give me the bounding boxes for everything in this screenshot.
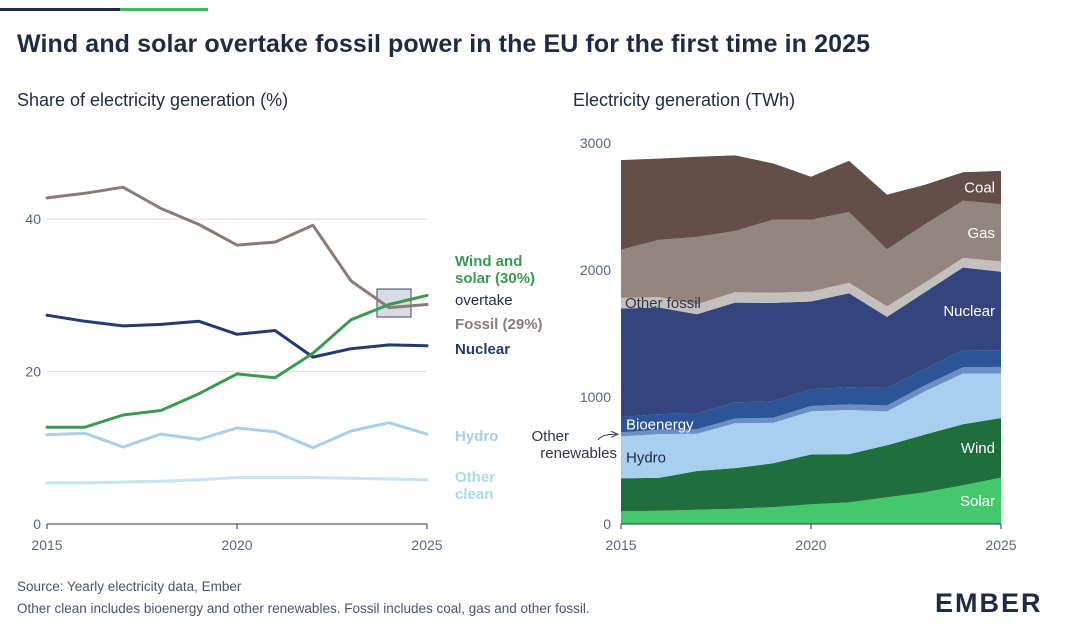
y-tick-label: 0 xyxy=(33,516,41,532)
y-tick-label: 20 xyxy=(25,364,41,380)
label-solar: Solar xyxy=(960,493,995,510)
label-hydro: Hydro xyxy=(455,428,498,445)
label-coal: Coal xyxy=(964,180,995,197)
area-other-fossil xyxy=(621,257,1001,317)
ember-logo: EMBER xyxy=(935,588,1043,618)
source-note: Source: Yearly electricity data, Ember xyxy=(17,579,242,594)
accent-dark xyxy=(0,8,120,11)
label-nuclear: Nuclear xyxy=(455,341,510,358)
y-tick-label: 40 xyxy=(25,211,41,227)
line-nuclear xyxy=(45,313,429,359)
other-renewables-arrowhead xyxy=(610,430,620,438)
definition-note: Other clean includes bioenergy and other… xyxy=(17,601,590,616)
left-chart-title: Share of electricity generation (%) xyxy=(17,90,289,110)
label-other-clean: Other clean xyxy=(455,469,495,503)
area-bioenergy xyxy=(621,350,1001,433)
area-solar xyxy=(621,477,1001,524)
y-tick-label: 1000 xyxy=(580,389,611,405)
label-other-renewables: Other renewables xyxy=(531,428,617,462)
other-renewables-pointer xyxy=(597,433,617,441)
label-wind-and-solar: Wind and solar (30%) xyxy=(455,253,535,287)
label-nuclear: Nuclear xyxy=(943,303,995,320)
x-tick-label: 2025 xyxy=(985,537,1016,553)
line-other-clean xyxy=(45,476,429,485)
line-hydro xyxy=(45,421,429,450)
y-tick-label: 0 xyxy=(603,516,611,532)
x-tick-label: 2015 xyxy=(605,537,636,553)
area-chart-generation: 0 1000 2000 3000 2015 2020 2025 Coal Gas Other fo… xyxy=(531,135,1016,553)
label-wind: Wind xyxy=(961,440,995,457)
line-wind-and-solar xyxy=(45,293,429,429)
label-overtake: overtake xyxy=(455,292,513,309)
area-gas xyxy=(621,200,1001,307)
label-bioenergy: Bioenergy xyxy=(626,417,694,434)
line-chart-share: 0 20 40 2015 2020 2025 Wind and solar (30%) over… xyxy=(25,185,543,553)
x-tick-label: 2020 xyxy=(221,537,252,553)
label-other-fossil: Other fossil xyxy=(625,295,701,312)
line-fossil xyxy=(45,185,429,310)
page-title: Wind and solar overtake fossil power in … xyxy=(17,30,871,58)
label-hydro: Hydro xyxy=(626,449,666,466)
area-nuclear xyxy=(621,267,1001,418)
y-tick-label: 2000 xyxy=(580,262,611,278)
y-tick-label: 3000 xyxy=(580,135,611,151)
x-tick-label: 2025 xyxy=(411,537,442,553)
x-tick-label: 2015 xyxy=(31,537,62,553)
area-wind xyxy=(621,418,1001,512)
area-coal xyxy=(621,155,1001,250)
x-tick-label: 2020 xyxy=(795,537,826,553)
area-hydro xyxy=(621,373,1001,479)
top-accent-bar xyxy=(0,0,1080,11)
right-chart-title: Electricity generation (TWh) xyxy=(573,90,796,110)
label-fossil: Fossil (29%) xyxy=(455,316,543,333)
accent-green xyxy=(120,8,208,11)
label-gas: Gas xyxy=(967,225,995,242)
